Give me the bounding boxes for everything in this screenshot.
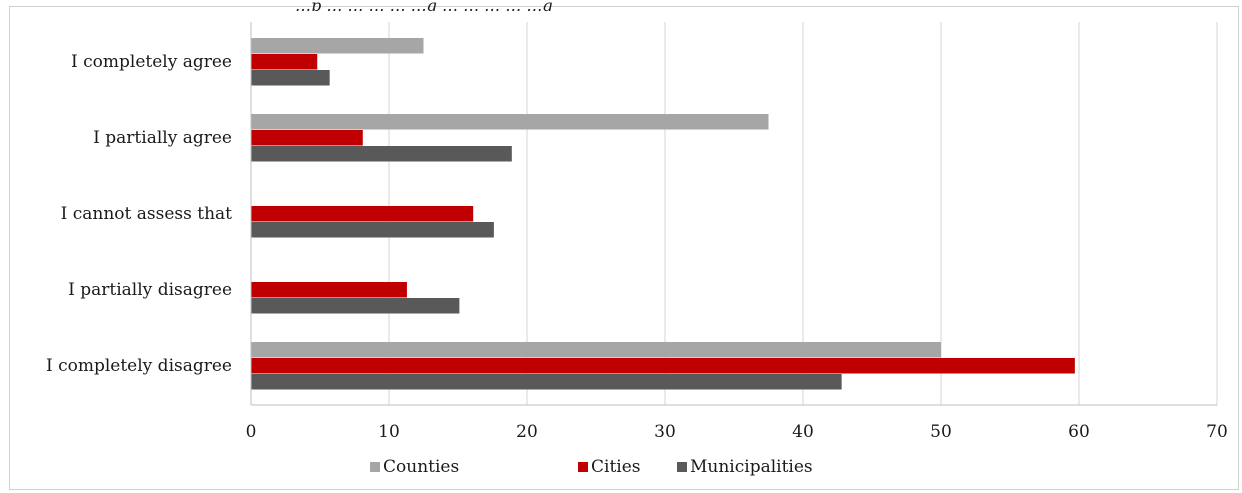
bars [251, 38, 1075, 390]
chart-frame: …p … … … … …g … … … … …g [9, 0, 1239, 490]
axes [250, 22, 1217, 406]
bar [251, 70, 330, 86]
bar [251, 38, 424, 54]
x-tick-label: 0 [246, 422, 257, 442]
legend-label: Cities [591, 457, 641, 477]
legend-label: Municipalities [690, 457, 813, 477]
x-tick-label: 40 [792, 422, 814, 442]
legend-swatch [578, 462, 588, 472]
x-tick-label: 60 [1068, 422, 1090, 442]
legend: Counties Cities Municipalities [370, 457, 813, 477]
bar [251, 374, 842, 390]
x-tick-label: 20 [516, 422, 538, 442]
chart-title: …p … … … … …g … … … … …g [295, 0, 553, 11]
bar [251, 282, 407, 298]
x-tick-label: 70 [1206, 422, 1228, 442]
bar [251, 206, 474, 222]
bar [251, 54, 318, 70]
bar [251, 146, 512, 162]
legend-label: Counties [383, 457, 459, 477]
legend-swatch [370, 462, 380, 472]
bar [251, 298, 460, 314]
category-label: I partially agree [93, 128, 232, 148]
category-labels: I completely agree I partially agree I can… [46, 52, 232, 376]
category-label: I partially disagree [68, 280, 232, 300]
bar [251, 222, 494, 238]
bar [251, 342, 941, 358]
bar [251, 358, 1075, 374]
category-label: I completely disagree [46, 356, 232, 376]
category-label: I completely agree [71, 52, 232, 72]
x-tick-label: 10 [378, 422, 400, 442]
category-label: I cannot assess that [61, 204, 233, 224]
x-tick-label: 30 [654, 422, 676, 442]
legend-swatch [677, 462, 687, 472]
x-tick-labels: 0 10 20 30 40 50 60 70 [246, 422, 1228, 442]
bar [251, 114, 769, 130]
x-tick-label: 50 [930, 422, 952, 442]
bar [251, 130, 363, 146]
